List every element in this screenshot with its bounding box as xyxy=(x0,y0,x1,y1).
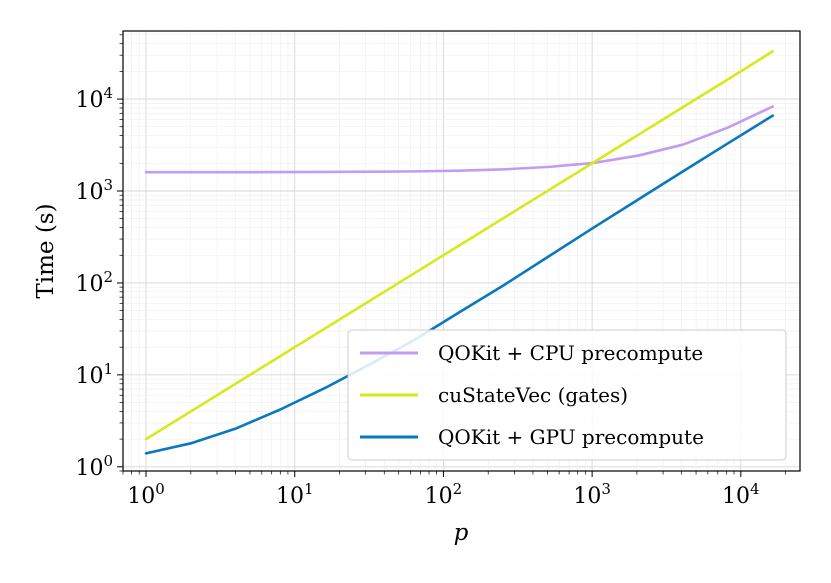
legend-label-gpu: QOKit + GPU precompute xyxy=(438,425,704,449)
legend-label-cpu: QOKit + CPU precompute xyxy=(438,341,703,365)
legend-label-custatevec: cuStateVec (gates) xyxy=(438,383,628,407)
y-tick-label: 102 xyxy=(75,268,113,297)
y-tick-label: 101 xyxy=(75,360,113,389)
y-axis-label: Time (s) xyxy=(33,203,59,298)
x-tick-label: 104 xyxy=(722,480,760,509)
series-line-gpu-precompute xyxy=(144,114,775,455)
series-line-cpu-precompute xyxy=(144,105,775,174)
x-tick-label: 102 xyxy=(425,480,463,509)
x-tick-label: 100 xyxy=(127,480,165,509)
legend-frame xyxy=(347,329,787,461)
legend: QOKit + CPU precompute cuStateVec (gates… xyxy=(347,329,787,461)
x-axis-label: p xyxy=(454,520,469,546)
plot-frame xyxy=(122,30,801,472)
x-tick-label: 101 xyxy=(276,480,314,509)
x-tick-label: 103 xyxy=(573,480,611,509)
y-tick-label: 100 xyxy=(75,452,113,481)
series-lines xyxy=(144,50,775,455)
axis-ticks: 100 101 102 103 104 100 101 102 103 104 xyxy=(75,34,786,509)
y-tick-label: 103 xyxy=(75,176,113,205)
series-line-custatevec xyxy=(144,50,775,441)
y-tick-label: 104 xyxy=(75,84,113,113)
